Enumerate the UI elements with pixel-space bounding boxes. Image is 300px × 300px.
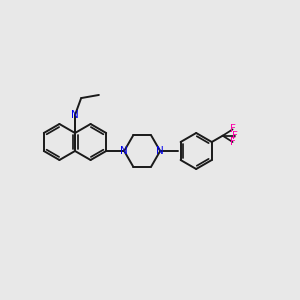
Text: F: F	[230, 124, 236, 134]
Text: N: N	[120, 146, 128, 156]
Text: F: F	[230, 137, 236, 147]
Text: F: F	[232, 131, 238, 141]
Text: N: N	[71, 110, 79, 120]
Text: N: N	[156, 146, 164, 156]
